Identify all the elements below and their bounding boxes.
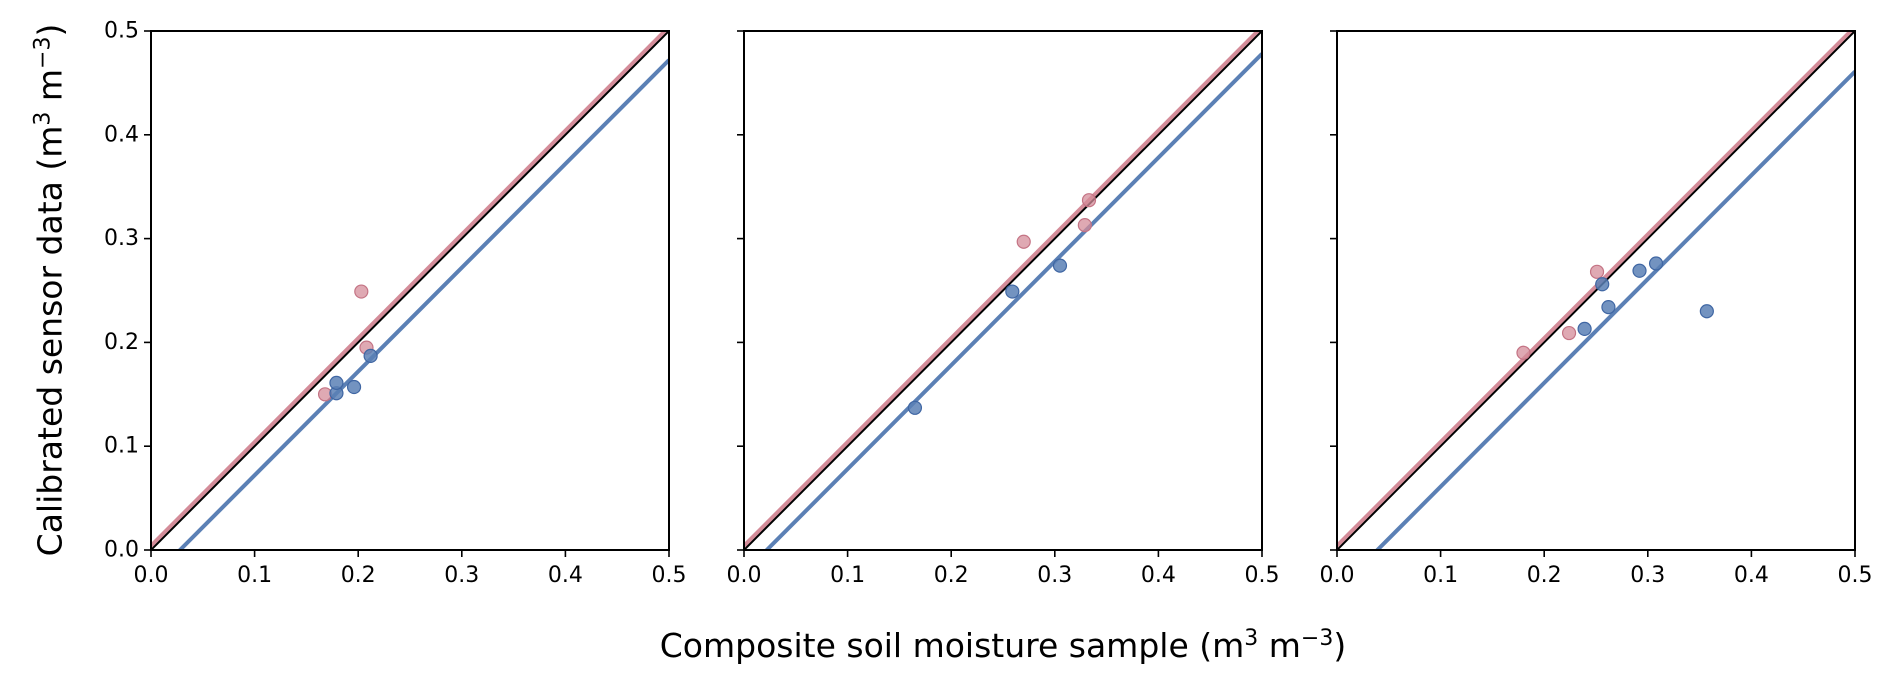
panel-3: 0.0 0.1 0.2 0.3 0.4 0.5 bbox=[1320, 30, 1873, 588]
y-tick-label: 0.1 bbox=[104, 434, 139, 459]
x-tick-label: 0.4 bbox=[548, 563, 583, 588]
x-tick-label: 0.1 bbox=[830, 563, 865, 588]
one-to-one-line bbox=[1337, 31, 1855, 550]
x-tick-label: 0.4 bbox=[1141, 563, 1176, 588]
x-tick-label: 0.1 bbox=[1423, 563, 1458, 588]
data-point-blue bbox=[1648, 256, 1664, 271]
plot-area bbox=[151, 31, 669, 550]
data-point-blue bbox=[1632, 263, 1647, 278]
plot-area bbox=[1337, 31, 1855, 550]
one-to-one-line bbox=[744, 31, 1262, 550]
panel-1: 0.0 0.1 0.2 0.3 0.4 0.5 0.0 0.1 0.2 0.3 0.4 0.5 bbox=[104, 19, 687, 589]
data-point-blue bbox=[363, 348, 378, 363]
fit-line-blue bbox=[177, 58, 669, 550]
data-point-blue bbox=[346, 379, 362, 395]
y-tick-label: 0.5 bbox=[104, 19, 139, 44]
x-tick-label: 0.2 bbox=[341, 563, 376, 588]
x-tick-label: 0.2 bbox=[1527, 563, 1562, 588]
fit-line-blue bbox=[763, 52, 1262, 550]
x-tick-label: 0.3 bbox=[444, 563, 479, 588]
panel-2: 0.0 0.1 0.2 0.3 0.4 0.5 bbox=[727, 30, 1280, 588]
data-point-pink bbox=[1589, 264, 1605, 279]
fit-line-pink bbox=[744, 31, 1261, 548]
one-to-one-line bbox=[151, 31, 669, 550]
y-tick-label: 0.0 bbox=[104, 538, 139, 563]
x-tick-label: 0.2 bbox=[934, 563, 969, 588]
data-point-pink bbox=[1561, 325, 1577, 341]
data-point-pink bbox=[1077, 218, 1092, 233]
fit-line-pink bbox=[151, 31, 668, 548]
data-point-pink bbox=[354, 284, 369, 299]
x-tick-label: 0.3 bbox=[1630, 563, 1665, 588]
data-point-blue bbox=[1601, 300, 1616, 315]
x-tick-label: 0.5 bbox=[652, 563, 687, 588]
x-tick-label: 0.0 bbox=[1320, 563, 1355, 588]
x-tick-label: 0.1 bbox=[237, 563, 272, 588]
data-point-pink bbox=[1516, 345, 1531, 360]
axes-frame bbox=[743, 30, 1263, 551]
data-point-blue bbox=[1005, 284, 1020, 299]
data-point-blue bbox=[329, 375, 344, 390]
x-tick-label: 0.4 bbox=[1734, 563, 1769, 588]
data-point-blue bbox=[907, 400, 923, 415]
y-axis-title: Calibrated sensor data (m3 m−3) bbox=[31, 24, 70, 557]
x-tick-label: 0.3 bbox=[1037, 563, 1072, 588]
data-point-blue bbox=[1052, 258, 1068, 273]
x-tick-label: 0.0 bbox=[134, 563, 169, 588]
axes-frame bbox=[150, 30, 670, 551]
panels: 0.0 0.1 0.2 0.3 0.4 0.50.00.10.20.30.40.50.0 0… bbox=[104, 19, 1873, 589]
x-tick-label: 0.5 bbox=[1838, 563, 1873, 588]
data-point-pink bbox=[1081, 193, 1097, 208]
fit-line-blue bbox=[1374, 70, 1855, 550]
data-point-blue bbox=[1595, 277, 1610, 292]
data-point-blue bbox=[1699, 304, 1714, 319]
y-tick-label: 0.3 bbox=[104, 226, 139, 251]
x-tick-label: 0.5 bbox=[1245, 563, 1280, 588]
y-tick-label: 0.2 bbox=[104, 330, 139, 355]
plot-area bbox=[744, 31, 1262, 550]
y-tick-label: 0.4 bbox=[104, 122, 139, 147]
x-tick-label: 0.0 bbox=[727, 563, 762, 588]
data-point-pink bbox=[1016, 234, 1031, 249]
axes-frame bbox=[1336, 30, 1856, 551]
data-point-blue bbox=[1577, 321, 1592, 337]
x-axis-title: Composite soil moisture sample (m3 m−3) bbox=[660, 626, 1346, 665]
